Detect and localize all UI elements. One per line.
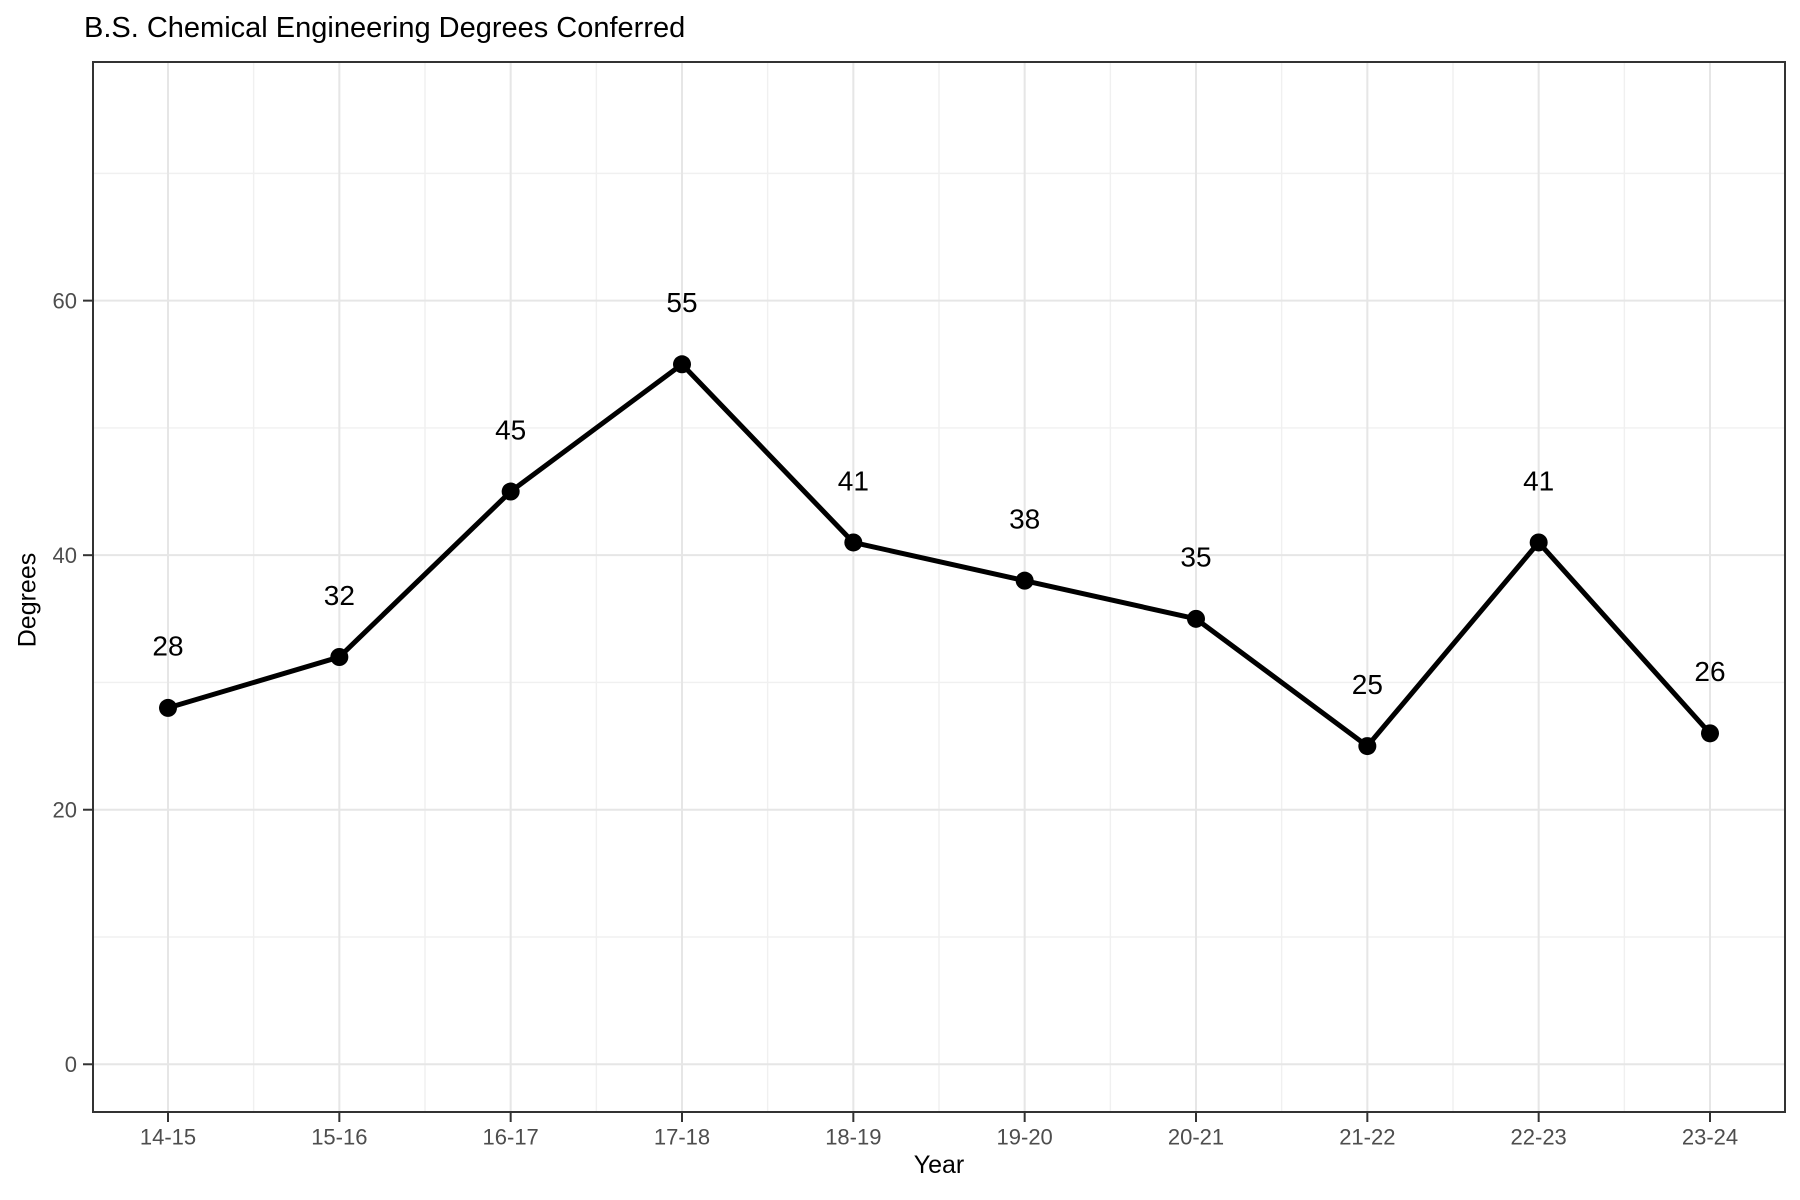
data-point xyxy=(1529,533,1548,552)
data-point-label: 41 xyxy=(838,465,869,496)
data-point-label: 55 xyxy=(666,287,697,318)
data-point xyxy=(844,533,863,552)
y-axis-tick-label: 40 xyxy=(53,543,77,568)
x-axis-tick-label: 23-24 xyxy=(1682,1125,1738,1150)
y-axis-tick-label: 20 xyxy=(53,797,77,822)
y-axis-tick-label: 60 xyxy=(53,288,77,313)
data-point xyxy=(330,648,349,666)
data-point xyxy=(1701,724,1719,743)
data-point-label: 25 xyxy=(1352,669,1383,700)
data-point-label: 35 xyxy=(1180,542,1211,573)
x-axis-tick-label: 22-23 xyxy=(1511,1125,1567,1150)
x-axis-tick-label: 20-21 xyxy=(1168,1125,1224,1150)
x-axis-tick-label: 19-20 xyxy=(997,1125,1053,1150)
data-point xyxy=(159,698,177,717)
data-point xyxy=(673,355,691,374)
data-point-label: 38 xyxy=(1009,503,1040,534)
data-line xyxy=(165,360,1713,750)
data-point-label: 26 xyxy=(1694,656,1725,687)
data-point xyxy=(1187,609,1205,628)
panel-border xyxy=(92,61,1786,1113)
y-axis-tick-label: 0 xyxy=(65,1052,77,1077)
x-axis-tick-label: 15-16 xyxy=(311,1125,367,1150)
x-axis-tick-label: 21-22 xyxy=(1339,1125,1395,1150)
y-axis-title: Degrees xyxy=(13,552,42,648)
chart-title: B.S. Chemical Engineering Degrees Confer… xyxy=(84,12,686,44)
data-point-label: 32 xyxy=(324,580,355,611)
x-axis-title: Year xyxy=(913,1151,965,1179)
x-axis-tick-label: 18-19 xyxy=(825,1125,881,1150)
data-point-label: 45 xyxy=(495,414,526,445)
x-axis-tick-label: 14-15 xyxy=(140,1125,196,1150)
x-axis-tick-label: 16-17 xyxy=(483,1125,539,1150)
data-point xyxy=(1015,571,1034,590)
data-point-label: 41 xyxy=(1523,465,1554,496)
data-point xyxy=(1358,737,1377,756)
data-point xyxy=(501,482,520,501)
x-axis-tick-label: 17-18 xyxy=(654,1125,710,1150)
data-point-label: 28 xyxy=(152,631,183,662)
